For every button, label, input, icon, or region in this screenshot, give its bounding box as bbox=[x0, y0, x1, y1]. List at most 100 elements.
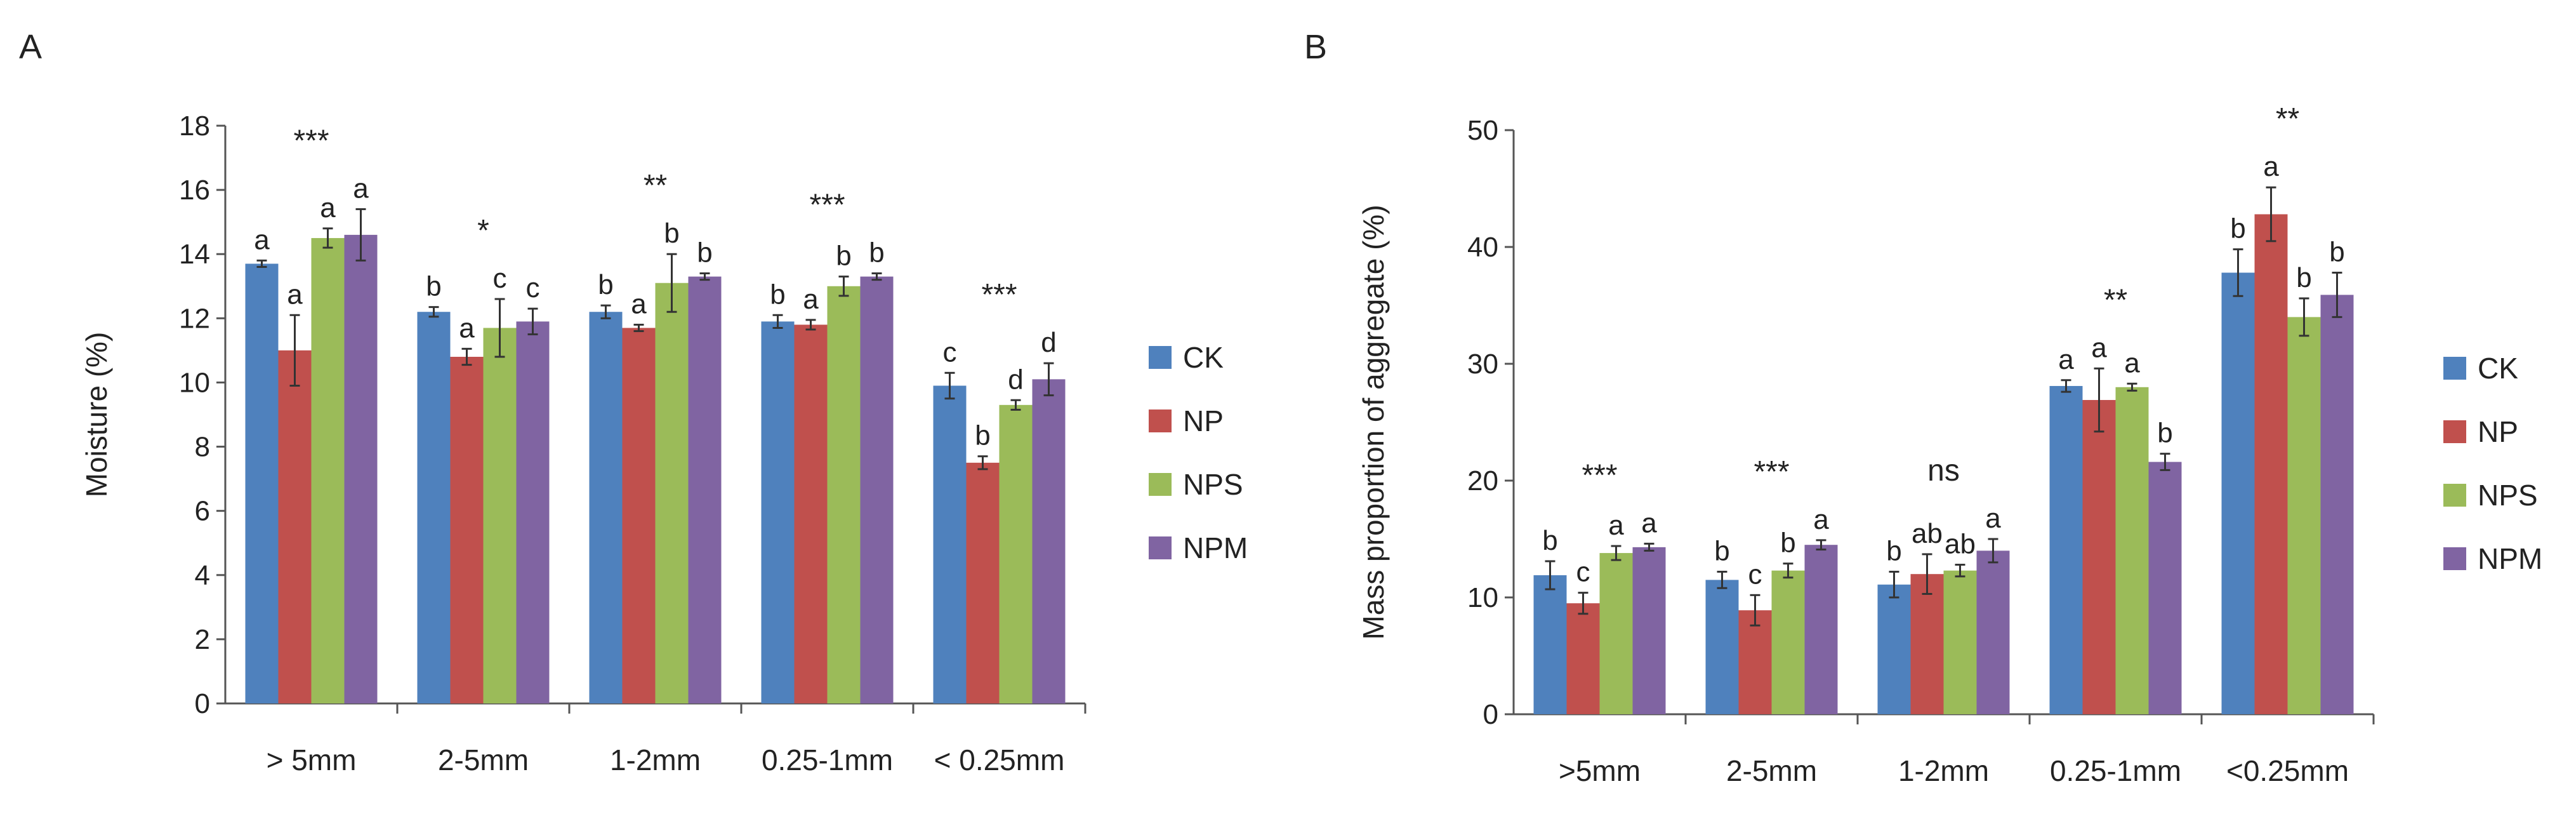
significance-letter: b bbox=[1542, 525, 1557, 556]
significance-letter: a bbox=[1985, 503, 2001, 534]
group-significance: ** bbox=[644, 169, 667, 203]
bar-npm bbox=[2148, 462, 2182, 714]
bar-npm bbox=[2320, 295, 2354, 714]
legend-swatch-ck bbox=[2443, 357, 2466, 380]
bar-nps bbox=[483, 328, 517, 703]
significance-letter: a bbox=[353, 173, 369, 204]
bar-ck bbox=[933, 385, 967, 703]
significance-letter: b bbox=[770, 279, 785, 310]
legend-label: NPS bbox=[2478, 479, 2538, 512]
significance-letter: a bbox=[2263, 151, 2279, 182]
significance-letter: b bbox=[2157, 418, 2172, 449]
bar-npm bbox=[1032, 379, 1066, 703]
significance-letter: d bbox=[1041, 327, 1056, 358]
bar-nps bbox=[2287, 317, 2321, 714]
significance-letter: b bbox=[697, 237, 712, 269]
significance-letter: ab bbox=[1945, 528, 1976, 559]
bar-np bbox=[1566, 603, 1600, 714]
group-significance: *** bbox=[1754, 455, 1789, 489]
y-tick-label: 14 bbox=[179, 239, 210, 270]
bar-npm bbox=[1804, 545, 1838, 714]
legend-swatch-np bbox=[2443, 420, 2466, 443]
significance-letter: a bbox=[2124, 347, 2140, 378]
significance-letter: c bbox=[1576, 557, 1590, 588]
bar-ck bbox=[1705, 580, 1739, 714]
y-tick-label: 50 bbox=[1467, 115, 1498, 146]
significance-letter: b bbox=[1886, 536, 1901, 567]
bar-npm bbox=[860, 276, 894, 704]
bar-np bbox=[278, 350, 312, 703]
x-category-label: >5mm bbox=[1559, 754, 1641, 787]
bar-ck bbox=[2221, 272, 2255, 715]
legend-label: NPM bbox=[1183, 531, 1248, 564]
y-tick-label: 6 bbox=[195, 496, 210, 527]
bar-nps bbox=[827, 286, 861, 703]
significance-letter: a bbox=[1641, 507, 1657, 538]
significance-letter: a bbox=[1608, 510, 1624, 541]
group-significance: ** bbox=[2104, 283, 2127, 317]
significance-letter: b bbox=[2230, 213, 2245, 244]
legend-swatch-np bbox=[1149, 410, 1172, 432]
legend-label: CK bbox=[1183, 341, 1224, 374]
x-category-label: 0.25-1mm bbox=[762, 743, 893, 776]
bar-nps bbox=[1599, 553, 1633, 714]
significance-letter: c bbox=[526, 272, 540, 303]
y-tick-label: 12 bbox=[179, 303, 210, 334]
bar-np bbox=[1738, 610, 1772, 714]
significance-letter: a bbox=[254, 224, 270, 255]
legend-label: NPM bbox=[2478, 542, 2542, 575]
bar-ck bbox=[589, 312, 623, 703]
bar-nps bbox=[1943, 570, 1977, 714]
x-category-label: < 0.25mm bbox=[934, 743, 1065, 776]
panel-a-label: A bbox=[19, 28, 42, 66]
x-category-label: 1-2mm bbox=[1898, 754, 1989, 787]
significance-letter: a bbox=[631, 288, 647, 319]
x-category-label: > 5mm bbox=[267, 743, 357, 776]
bar-ck bbox=[245, 263, 279, 703]
group-significance: *** bbox=[293, 124, 329, 157]
significance-letter: b bbox=[1780, 528, 1795, 559]
y-tick-label: 0 bbox=[1483, 699, 1498, 730]
legend-swatch-npm bbox=[1149, 536, 1172, 559]
significance-letter: c bbox=[493, 263, 507, 294]
bar-np bbox=[794, 324, 828, 703]
y-tick-label: 4 bbox=[195, 560, 210, 591]
y-tick-label: 16 bbox=[179, 175, 210, 206]
bar-np bbox=[622, 328, 656, 703]
y-tick-label: 10 bbox=[1467, 582, 1498, 613]
bar-ck bbox=[1533, 575, 1567, 714]
significance-letter: b bbox=[598, 269, 613, 300]
group-significance: *** bbox=[809, 189, 845, 222]
legend-label: NP bbox=[1183, 404, 1224, 437]
significance-letter: b bbox=[664, 218, 679, 249]
y-axis-title: Mass proportion of aggregate (%) bbox=[1357, 204, 1390, 639]
bar-np bbox=[450, 357, 484, 703]
legend-label: CK bbox=[2478, 352, 2518, 385]
y-tick-label: 10 bbox=[179, 367, 210, 398]
x-category-label: 1-2mm bbox=[610, 743, 701, 776]
significance-letter: a bbox=[459, 312, 475, 343]
panel-b-label: B bbox=[1304, 28, 1327, 66]
legend-swatch-nps bbox=[1149, 473, 1172, 496]
significance-letter: b bbox=[836, 241, 851, 272]
y-tick-label: 2 bbox=[195, 624, 210, 655]
y-tick-label: 40 bbox=[1467, 232, 1498, 263]
y-tick-label: 0 bbox=[195, 688, 210, 719]
significance-letter: c bbox=[1748, 559, 1762, 590]
significance-letter: b bbox=[2329, 236, 2344, 267]
bar-npm bbox=[1976, 550, 2010, 714]
legend-label: NP bbox=[2478, 415, 2518, 448]
group-significance: *** bbox=[981, 278, 1017, 312]
bar-npm bbox=[1632, 547, 1666, 714]
bar-np bbox=[2254, 214, 2288, 715]
legend-swatch-ck bbox=[1149, 346, 1172, 369]
bar-ck bbox=[761, 321, 795, 703]
bar-nps bbox=[2115, 387, 2149, 714]
y-tick-label: 20 bbox=[1467, 465, 1498, 496]
panel-b-chart: 0 10 20 30 40 50 Mass proportion of aggregate … bbox=[1357, 102, 2542, 787]
significance-letter: a bbox=[320, 192, 336, 223]
legend-label: NPS bbox=[1183, 468, 1243, 501]
legend-swatch-nps bbox=[2443, 484, 2466, 507]
